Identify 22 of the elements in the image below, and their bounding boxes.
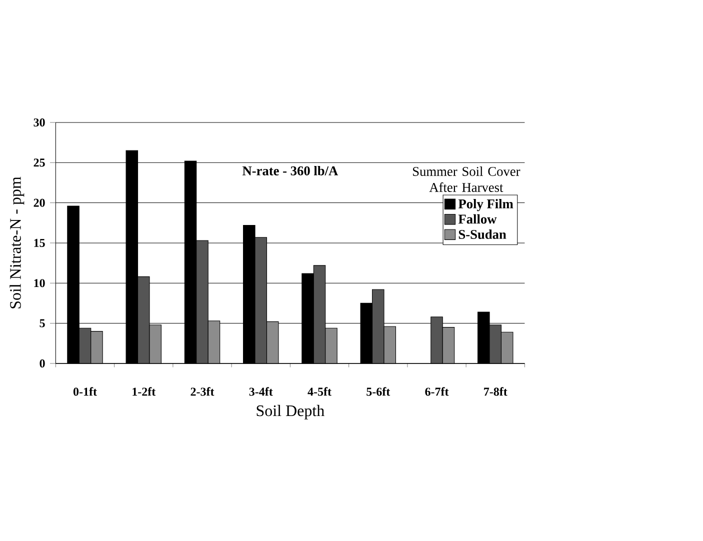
- x-tick-label: 7-8ft: [484, 387, 508, 396]
- y-tick-label: 15: [34, 238, 45, 247]
- x-axis-title: Soil Depth: [256, 404, 324, 420]
- x-tick-label: 0-1ft: [73, 387, 97, 396]
- x-tick-label: 3-4ft: [249, 387, 273, 396]
- annotation: N-rate - 360 lb/A: [242, 166, 338, 176]
- x-tick-label: 5-6ft: [366, 387, 390, 396]
- x-tick-label: 1-2ft: [132, 387, 156, 396]
- y-axis-title: Soil Nitrate-N - ppm: [10, 176, 24, 308]
- y-tick-label: 0: [40, 359, 45, 368]
- y-tick-label: 30: [34, 118, 45, 127]
- legend-label: Fallow: [458, 214, 497, 224]
- y-tick-label: 5: [40, 319, 45, 328]
- x-tick-label: 2-3ft: [190, 387, 214, 396]
- legend-label: S-Sudan: [458, 230, 506, 239]
- legend-label: Poly Film: [458, 199, 514, 212]
- x-tick-label: 6-7ft: [425, 387, 449, 396]
- x-tick-label: 4-5ft: [308, 387, 332, 396]
- y-tick-label: 25: [34, 158, 45, 167]
- legend-title: Summer Soil Cover After Harvest: [413, 166, 520, 192]
- y-tick-label: 20: [34, 198, 45, 207]
- y-tick-label: 10: [34, 279, 45, 288]
